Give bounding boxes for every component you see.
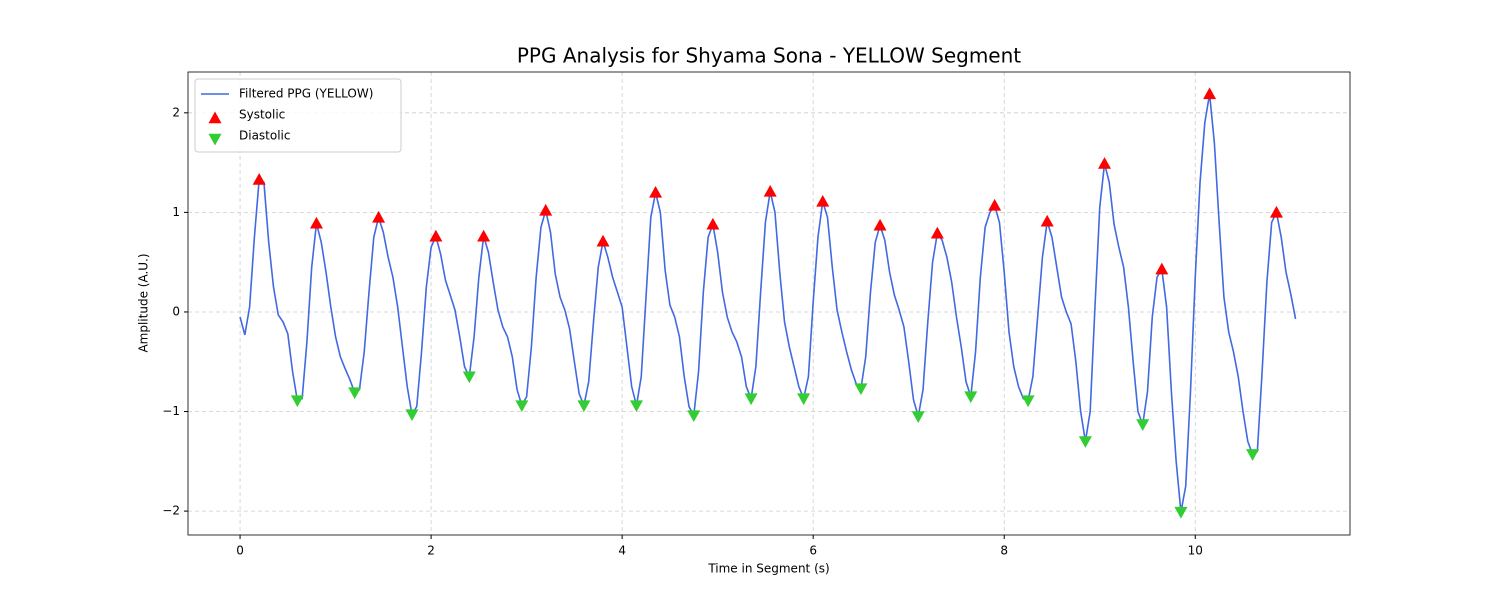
marker bbox=[911, 411, 925, 424]
marker bbox=[252, 173, 266, 185]
marker bbox=[462, 371, 476, 384]
marker bbox=[1136, 419, 1150, 431]
x-tick-label: 0 bbox=[236, 544, 244, 558]
marker bbox=[964, 391, 978, 404]
legend: Filtered PPG (YELLOW) Systolic Diastolic bbox=[194, 78, 402, 153]
y-axis-label: Amplitude (A.U.) bbox=[137, 253, 151, 352]
x-tick-label: 10 bbox=[1188, 544, 1203, 558]
marker bbox=[290, 395, 304, 408]
x-tick-label: 2 bbox=[427, 544, 435, 558]
marker bbox=[1078, 436, 1092, 448]
y-tick-label: 1 bbox=[172, 205, 180, 219]
x-tick-label: 6 bbox=[809, 544, 817, 558]
marker bbox=[930, 226, 944, 239]
marker bbox=[477, 229, 491, 242]
x-axis-label: Time in Segment (s) bbox=[707, 562, 829, 576]
y-tick-label: 2 bbox=[172, 105, 180, 119]
marker bbox=[515, 400, 529, 413]
x-tick-label: 8 bbox=[1000, 544, 1008, 558]
marker bbox=[1155, 262, 1169, 275]
marker bbox=[309, 216, 323, 229]
marker bbox=[348, 387, 362, 400]
legend-swatch bbox=[208, 111, 222, 124]
marker bbox=[797, 393, 811, 406]
marker bbox=[744, 393, 758, 406]
marker bbox=[1021, 395, 1035, 408]
marker bbox=[873, 218, 887, 231]
plot-frame bbox=[187, 71, 1351, 536]
marker bbox=[629, 400, 643, 413]
y-tick-label: 0 bbox=[172, 304, 180, 318]
y-tick-label: −1 bbox=[162, 404, 180, 418]
marker bbox=[1246, 449, 1260, 461]
marker bbox=[1203, 87, 1217, 100]
marker bbox=[577, 400, 591, 413]
marker bbox=[1174, 506, 1188, 519]
legend-swatch bbox=[208, 133, 222, 146]
legend-label: Filtered PPG (YELLOW) bbox=[239, 87, 373, 101]
marker bbox=[816, 194, 830, 207]
y-tick-label: −2 bbox=[162, 504, 180, 518]
legend-label: Diastolic bbox=[239, 129, 291, 143]
marker bbox=[1269, 205, 1283, 218]
legend-label: Systolic bbox=[239, 108, 285, 122]
marker bbox=[596, 234, 610, 247]
marker bbox=[539, 203, 553, 216]
marker bbox=[372, 210, 386, 223]
marker bbox=[854, 383, 868, 396]
marker bbox=[1040, 214, 1054, 227]
legend-box bbox=[194, 78, 402, 153]
marker bbox=[405, 409, 419, 422]
marker bbox=[763, 184, 777, 197]
marker bbox=[706, 217, 720, 230]
ppg-line bbox=[239, 93, 1297, 513]
x-tick-label: 4 bbox=[618, 544, 626, 558]
marker bbox=[429, 229, 443, 242]
chart-title: PPG Analysis for Shyama Sona - YELLOW Se… bbox=[517, 44, 1021, 68]
marker bbox=[687, 410, 701, 423]
marker bbox=[988, 198, 1002, 211]
marker bbox=[1098, 157, 1112, 169]
marker bbox=[649, 185, 663, 198]
